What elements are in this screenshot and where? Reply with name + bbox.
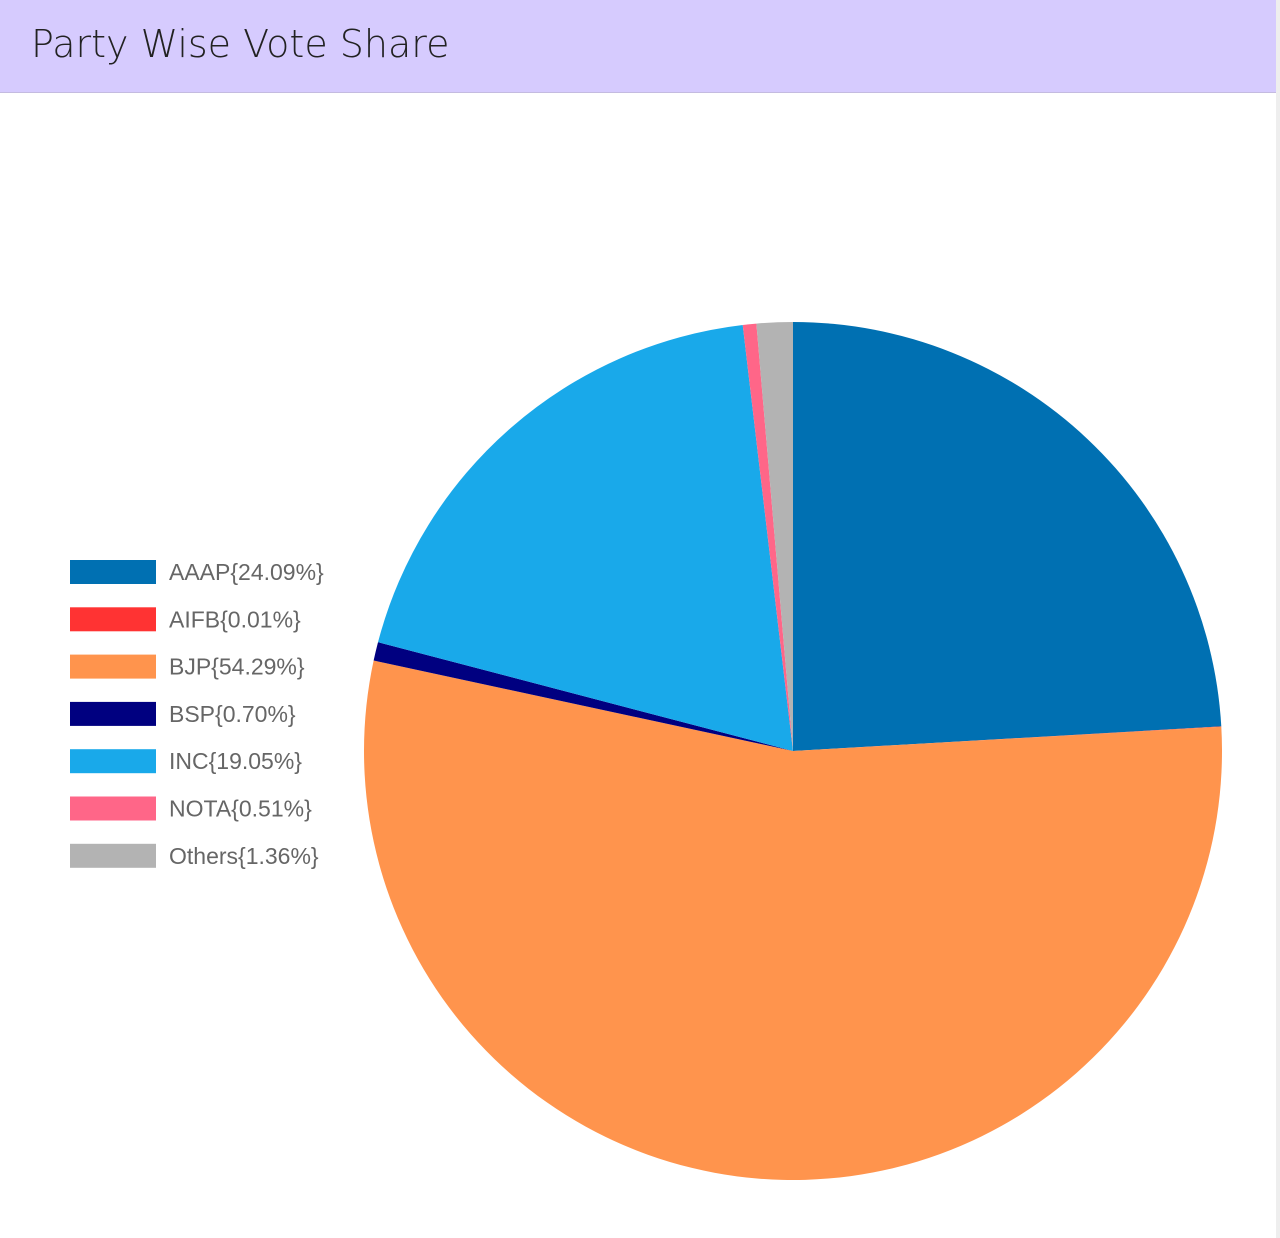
legend-swatch-nota[interactable]	[70, 796, 156, 821]
pie-slice-inc[interactable]	[378, 324, 793, 751]
pie-slice-aaap[interactable]	[793, 322, 1222, 751]
legend-swatch-bjp[interactable]	[70, 654, 156, 679]
legend-swatch-bsp[interactable]	[70, 701, 156, 726]
legend-label-aaap[interactable]: AAAP{24.09%}	[169, 559, 324, 585]
pie-slice-bsp[interactable]	[373, 642, 793, 751]
legend-swatch-aifb[interactable]	[70, 607, 156, 632]
legend-label-inc[interactable]: INC{19.05%}	[169, 748, 302, 774]
panel-border	[1276, 0, 1280, 1238]
pie-slice-aifb[interactable]	[793, 726, 1222, 751]
legend-swatch-aaap[interactable]	[70, 560, 156, 584]
page-title: Party Wise Vote Share	[31, 22, 450, 66]
pie-slice-nota[interactable]	[742, 323, 793, 751]
legend-swatch-inc[interactable]	[70, 749, 156, 774]
pie-slice-others[interactable]	[756, 322, 793, 751]
legend-swatch-others[interactable]	[70, 843, 156, 868]
legend-label-bsp[interactable]: BSP{0.70%}	[169, 701, 296, 727]
legend-label-bjp[interactable]: BJP{54.29%}	[169, 654, 305, 680]
legend-label-aifb[interactable]: AIFB{0.01%}	[169, 606, 301, 632]
legend-label-others[interactable]: Others{1.36%}	[169, 843, 319, 869]
pie-slice-bjp[interactable]	[363, 660, 1222, 1181]
panel-header: Party Wise Vote Share	[0, 0, 1276, 93]
legend-label-nota[interactable]: NOTA{0.51%}	[169, 796, 312, 822]
